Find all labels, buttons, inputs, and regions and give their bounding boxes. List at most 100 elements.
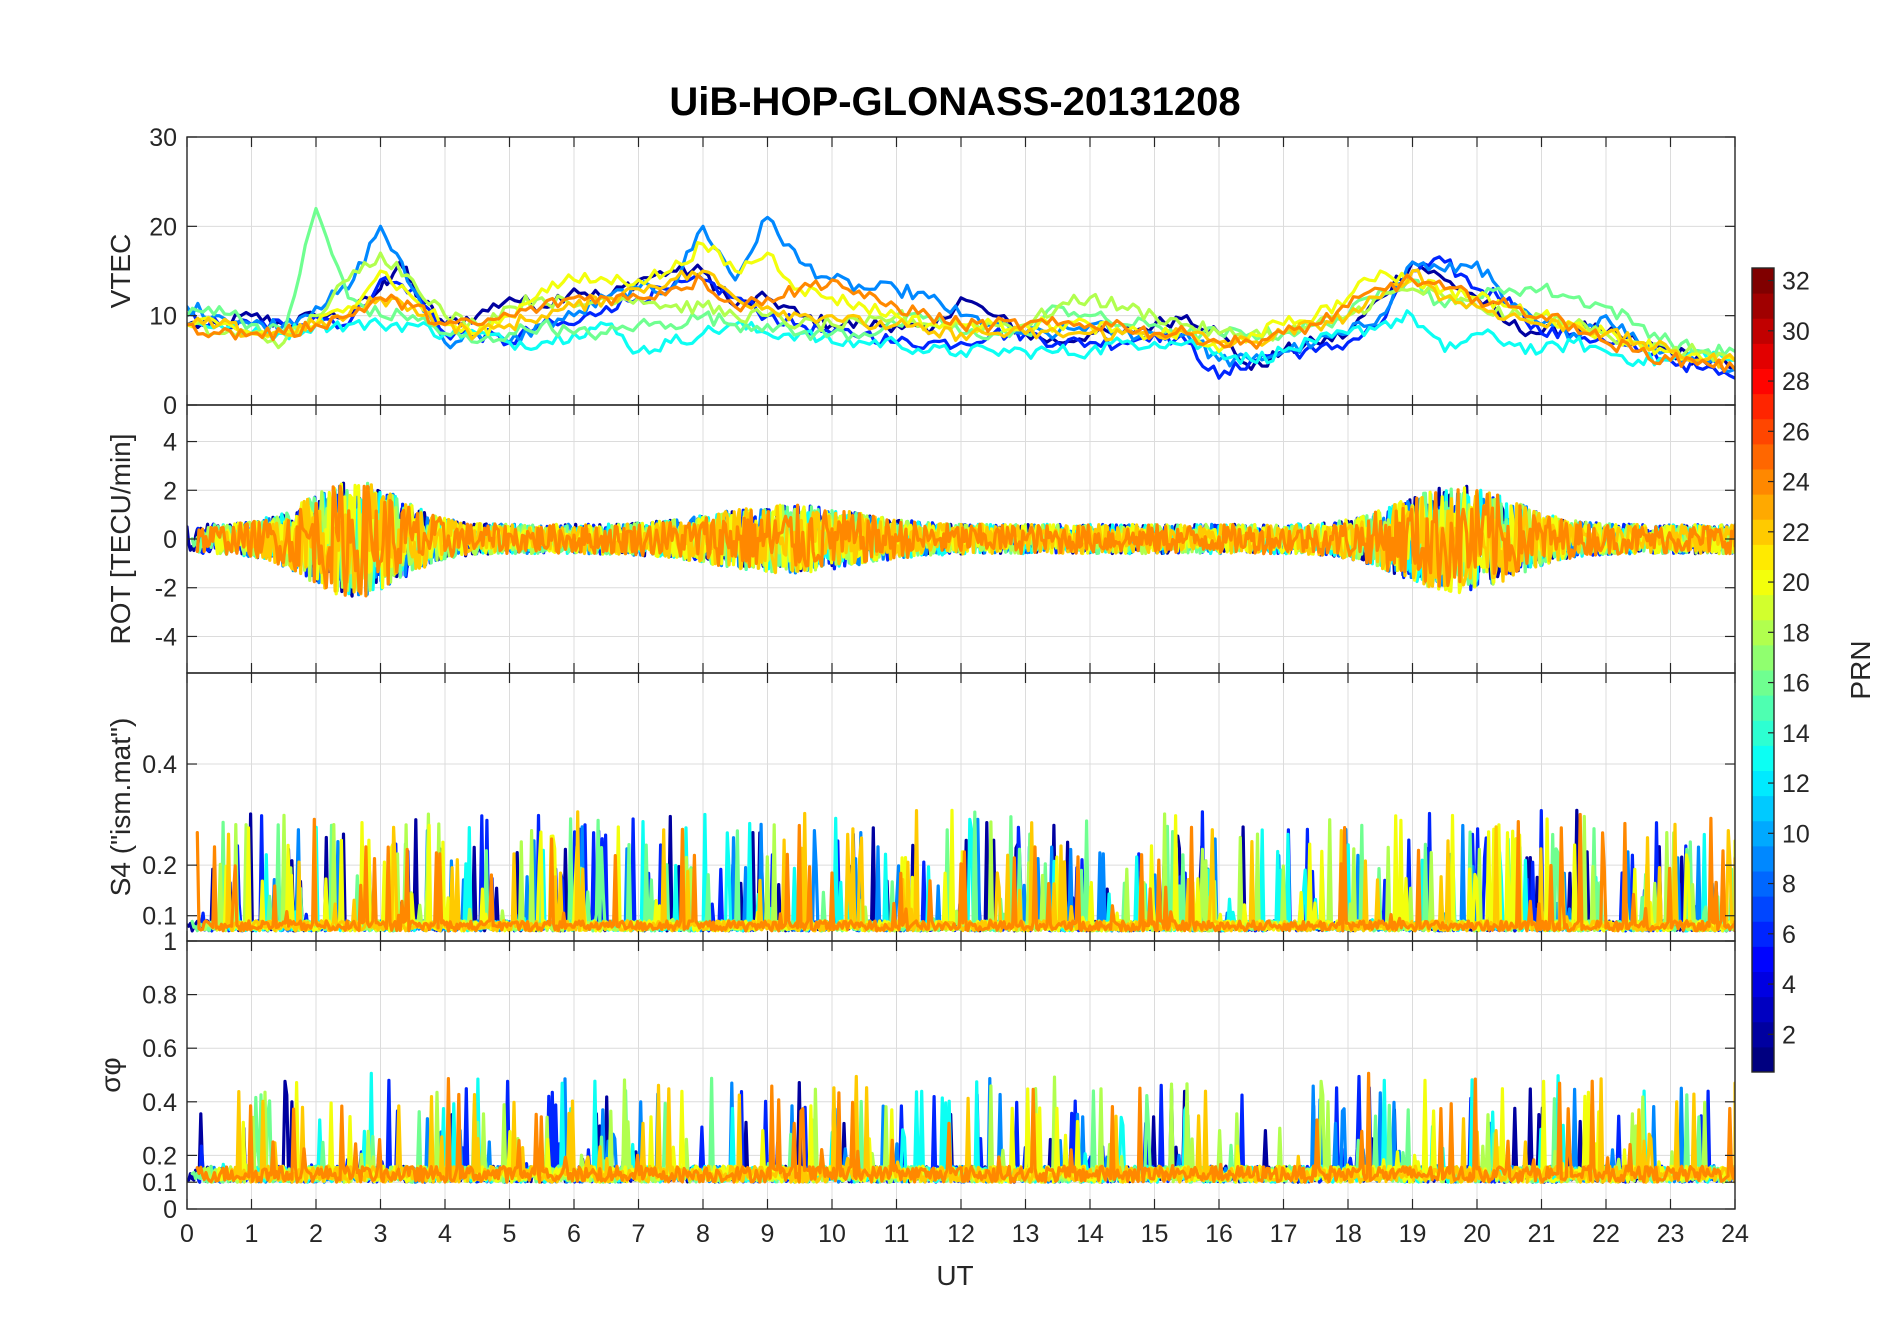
colorbar-swatch	[1752, 745, 1774, 771]
colorbar-swatch	[1752, 946, 1774, 972]
x-tick-label: 9	[761, 1220, 775, 1248]
colorbar-tick-label: 28	[1782, 368, 1810, 396]
x-tick-label: 24	[1721, 1220, 1749, 1248]
x-tick-label: 1	[245, 1220, 259, 1248]
colorbar-tick-label: 12	[1782, 770, 1810, 798]
colorbar-swatch	[1752, 619, 1774, 646]
colorbar-swatch	[1752, 921, 1774, 947]
y-tick-label: 0.8	[142, 982, 177, 1010]
traces	[187, 481, 1735, 598]
y-tick-label: -4	[155, 623, 177, 651]
colorbar-tick-label: 16	[1782, 670, 1810, 698]
y-tick-label: -2	[155, 575, 177, 603]
colorbar-swatch	[1752, 670, 1774, 696]
colorbar-swatch	[1752, 594, 1774, 621]
x-tick-label: 18	[1334, 1220, 1362, 1248]
colorbar-swatch	[1752, 644, 1774, 671]
colorbar-tick-label: 24	[1782, 469, 1810, 497]
x-tick-label: 6	[567, 1220, 581, 1248]
x-tick-label: 11	[884, 1220, 910, 1248]
y-axis-label: S4 ("ism.mat")	[105, 718, 136, 897]
colorbar-swatch	[1752, 519, 1774, 545]
x-tick-label: 5	[503, 1220, 517, 1248]
colorbar-tick-label: 18	[1782, 619, 1810, 647]
panel-2: -4 -2 0 2 4 ROT [TECU/min]	[105, 404, 1736, 674]
colorbar-swatch	[1752, 845, 1774, 872]
y-tick-label: 0.1	[142, 1169, 177, 1197]
colorbar-tick-label: 14	[1782, 720, 1810, 748]
colorbar-swatch	[1752, 720, 1774, 746]
x-tick-label: 19	[1399, 1220, 1427, 1248]
y-tick-label: 0	[163, 392, 177, 420]
panel-3: 0.1 0.2 0.4S4 ("ism.mat")	[105, 672, 1736, 942]
colorbar-swatch	[1752, 770, 1774, 797]
x-tick-label: 7	[632, 1220, 646, 1248]
x-tick-label: 8	[696, 1220, 710, 1248]
colorbar-swatch	[1752, 896, 1774, 922]
traces	[187, 206, 1735, 380]
colorbar-swatch	[1752, 393, 1774, 420]
colorbar-frame	[1751, 267, 1775, 1073]
traces	[187, 808, 1735, 933]
x-tick-label: 13	[1012, 1220, 1040, 1248]
y-tick-label: 0.6	[142, 1035, 177, 1063]
panel-4: 00.10.2 0.4 0.6 0.8 1 σφ	[95, 928, 1736, 1224]
y-tick-label: 30	[149, 124, 177, 152]
y-tick-label: 0.1	[142, 903, 177, 931]
x-tick-label: 4	[438, 1220, 452, 1248]
colorbar-swatch	[1752, 368, 1774, 395]
y-tick-label: 0.4	[142, 1089, 177, 1117]
colorbar-swatch	[1752, 443, 1774, 470]
colorbar-swatch	[1752, 318, 1774, 344]
x-tick-label: 0	[180, 1220, 194, 1248]
x-tick-label: 3	[374, 1220, 388, 1248]
series-prn-24	[187, 273, 1735, 373]
x-tick-label: 12	[947, 1220, 975, 1248]
traces	[187, 1071, 1735, 1184]
colorbar-tick-label: 10	[1782, 820, 1810, 848]
chart-title: UiB-HOP-GLONASS-20131208	[669, 80, 1240, 124]
y-tick-label: 1	[163, 928, 177, 956]
x-tick-label: 16	[1205, 1220, 1233, 1248]
y-tick-label: 0.4	[142, 751, 177, 779]
y-tick-label: 4	[163, 429, 177, 457]
colorbar-tick-label: 2	[1782, 1021, 1796, 1049]
y-tick-label: 0	[163, 1196, 177, 1224]
x-tick-label: 22	[1592, 1220, 1620, 1248]
colorbar-tick-label: 4	[1782, 971, 1796, 999]
x-axis: 0 1 2 3 4 5 6 7 8 9 10 11 12 13 14 15 16 17 18 19 20 21 22 23 24	[180, 1220, 1749, 1248]
series-prn-24	[195, 812, 1735, 933]
y-axis-label: VTEC	[105, 234, 136, 309]
colorbar-swatch	[1752, 1021, 1774, 1048]
colorbar-tick-label: 8	[1782, 871, 1796, 899]
colorbar-swatch	[1752, 695, 1774, 721]
y-tick-label: 10	[149, 303, 177, 331]
y-tick-label: 0.2	[142, 1142, 177, 1170]
colorbar-swatch	[1752, 268, 1774, 294]
x-axis-label: UT	[936, 1260, 973, 1291]
colorbar-swatch	[1752, 343, 1774, 369]
colorbar-swatch	[1752, 494, 1774, 520]
x-tick-label: 23	[1657, 1220, 1685, 1248]
colorbar-tick-label: 6	[1782, 921, 1796, 949]
colorbar-swatch	[1752, 469, 1774, 495]
x-tick-label: 20	[1463, 1220, 1491, 1248]
x-tick-label: 2	[309, 1220, 323, 1248]
y-tick-label: 0	[163, 526, 177, 554]
colorbar-tick-label: 30	[1782, 318, 1810, 346]
colorbar-tick-label: 22	[1782, 519, 1810, 547]
colorbar-swatch	[1752, 1046, 1774, 1073]
series-prn-9	[187, 215, 1735, 373]
colorbar-swatch	[1752, 544, 1774, 570]
colorbar-swatch	[1752, 418, 1774, 445]
y-tick-label: 20	[149, 213, 177, 241]
colorbar-tick-label: 26	[1782, 418, 1810, 446]
y-axis-label: σφ	[95, 1057, 126, 1092]
colorbar-swatch	[1752, 795, 1774, 822]
colorbar-swatch	[1752, 569, 1774, 596]
y-tick-label: 2	[163, 477, 177, 505]
series-prn-24	[195, 484, 1735, 598]
